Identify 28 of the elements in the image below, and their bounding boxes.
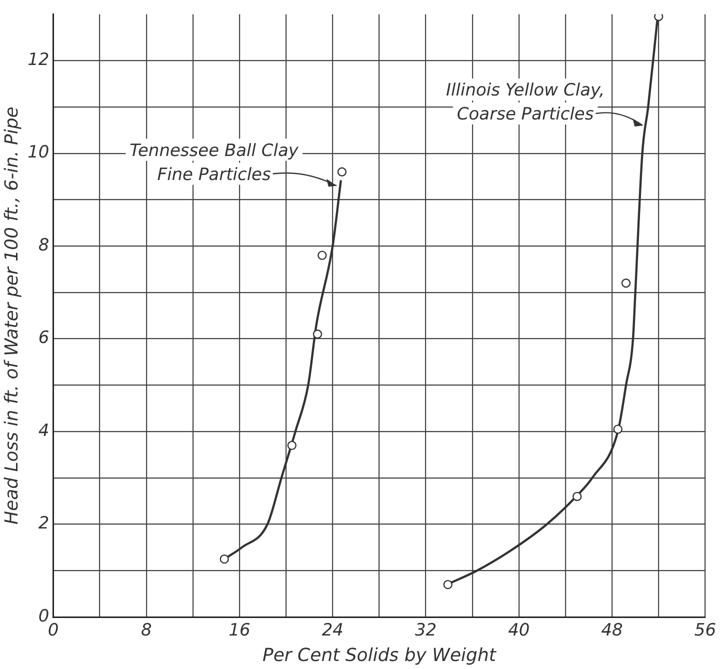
x-tick-label: 8	[140, 620, 152, 641]
y-tick-label: 10	[28, 142, 50, 163]
y-tick-label: 2	[38, 514, 50, 534]
point	[621, 278, 631, 288]
point	[318, 250, 327, 260]
point	[613, 424, 622, 434]
x-axis-title: Per Cent Solids by Weight	[262, 644, 497, 666]
x-tick-label: 48	[601, 620, 624, 641]
x-tick-label: 24	[322, 620, 344, 641]
point	[572, 492, 582, 502]
annotation: Tennessee Ball Clay Fine Particles	[130, 140, 300, 185]
point	[312, 330, 322, 339]
y-axis-title: Head Loss in ft. of Water per 100 ft., 6-in. Pipe	[1, 106, 22, 525]
point	[443, 580, 452, 590]
x-tick-label: 40	[508, 620, 530, 641]
point	[654, 14, 664, 22]
x-tick-label: 32	[414, 620, 437, 641]
x-tick-label: 56	[694, 620, 716, 641]
y-tick-label: 8	[38, 235, 50, 256]
x-tick-label: 16	[228, 620, 250, 641]
point	[220, 554, 229, 564]
y-tick-label: 4	[38, 420, 50, 441]
y-tick-label: 0	[38, 606, 50, 626]
y-tick-label: 12	[28, 50, 50, 70]
annotation: Illinois Yellow Clay, Coarse Particles	[446, 80, 605, 124]
point	[337, 167, 347, 176]
y-tick-label: 6	[38, 328, 50, 348]
point	[287, 440, 296, 450]
